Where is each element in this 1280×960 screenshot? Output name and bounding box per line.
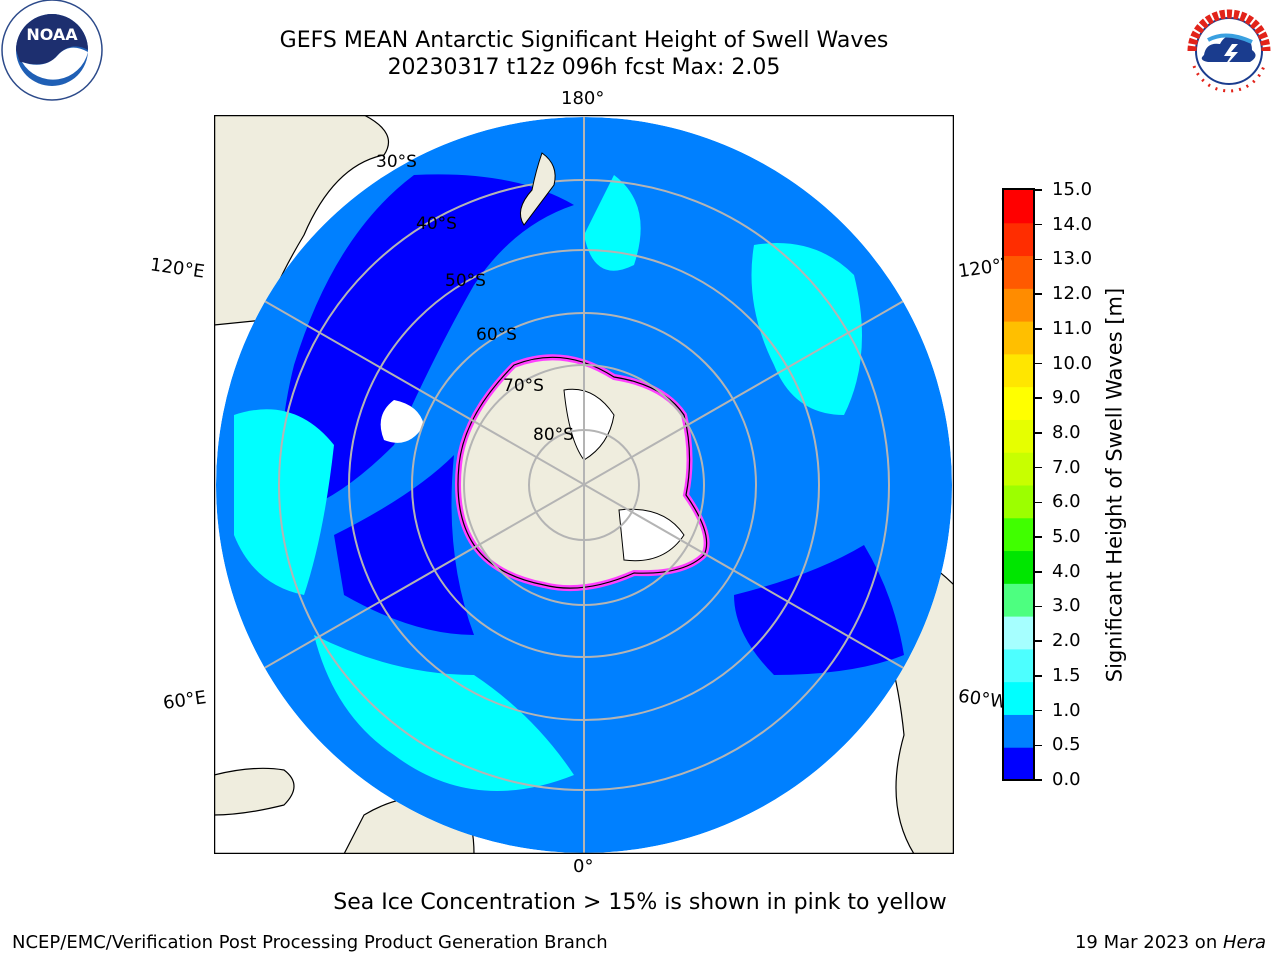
colorbar-tick-label: 3.0: [1052, 595, 1081, 617]
colorbar-tick-label: 0.5: [1052, 734, 1081, 756]
nws-logo: [1182, 4, 1276, 98]
colorbar-tick-mark: [1035, 640, 1042, 642]
colorbar-cell: [1004, 550, 1034, 584]
colorbar-tick-mark: [1035, 362, 1042, 365]
colorbar-cell: [1004, 517, 1034, 552]
colorbar-tick-label: 6.0: [1052, 491, 1081, 513]
colorbar-tick-mark: [1035, 432, 1042, 434]
lat-label-30s: 30°S: [376, 152, 417, 172]
swell-band-high-north: [584, 175, 641, 271]
map-subtitle: 20230317 t12z 096h fcst Max: 2.05: [387, 55, 781, 80]
lat-label-50s: 50°S: [445, 271, 486, 291]
colorbar-tick-label: 14.0: [1052, 213, 1093, 235]
sea-ice-patch: [380, 400, 424, 443]
madagascar-land: [214, 767, 295, 816]
lon-label-60e: 60°E: [161, 687, 208, 714]
colorbar-tick-label: 1.0: [1052, 699, 1081, 721]
colorbar-tick-label: 10.0: [1052, 352, 1093, 374]
colorbar-tick-mark: [1035, 744, 1042, 747]
colorbar-tick-mark: [1035, 709, 1042, 712]
colorbar-tick-mark: [1035, 328, 1042, 330]
colorbar-tick-label: 9.0: [1052, 387, 1081, 409]
colorbar-cell: [1004, 190, 1034, 224]
colorbar-tick-label: 11.0: [1052, 317, 1093, 339]
lat-label-80s: 80°S: [533, 425, 574, 445]
colorbar-cell: [1004, 386, 1034, 420]
footer-system: Hera: [1222, 932, 1266, 953]
colorbar-cell: [1004, 288, 1034, 322]
colorbar-cell: [1004, 747, 1034, 781]
swell-band-low-east: [734, 545, 904, 675]
colorbar-tick-mark: [1035, 605, 1042, 608]
ross-ice-shelf: [563, 388, 615, 461]
lat-label-60s: 60°S: [476, 325, 517, 345]
swell-band-low-west: [280, 174, 574, 515]
colorbar-tick-mark: [1035, 779, 1042, 781]
graticule: [216, 117, 952, 853]
colorbar-cell: [1004, 321, 1034, 355]
colorbar-cell: [1004, 419, 1034, 453]
colorbar-frame: [1002, 188, 1035, 781]
colorbar: [1002, 188, 1035, 781]
lon-label-0: 0°: [573, 856, 594, 877]
footer-date: 19 Mar 2023 on Hera: [1075, 932, 1266, 953]
colorbar-tick-mark: [1035, 501, 1042, 504]
colorbar-tick-mark: [1035, 466, 1042, 469]
swell-band-high-south: [314, 635, 574, 791]
noaa-logo: NOAA: [1, 0, 103, 101]
colorbar-label: Significant Height of Swell Waves [m]: [1102, 287, 1127, 683]
colorbar-tick-label: 2.0: [1052, 630, 1081, 652]
colorbar-tick-mark: [1035, 189, 1042, 191]
colorbar-cell: [1004, 681, 1034, 715]
new-zealand-land: [519, 152, 556, 226]
colorbar-cell: [1004, 452, 1034, 486]
map-title: GEFS MEAN Antarctic Significant Height o…: [279, 28, 889, 53]
colorbar-cell: [1004, 583, 1034, 617]
colorbar-tick-label: 5.0: [1052, 526, 1081, 548]
colorbar-cell: [1004, 222, 1034, 257]
colorbar-tick-label: 4.0: [1052, 560, 1081, 582]
lat-label-40s: 40°S: [416, 214, 457, 234]
colorbar-tick-mark: [1035, 397, 1042, 399]
lat-label-70s: 70°S: [503, 376, 544, 396]
colorbar-tick-label: 12.0: [1052, 283, 1093, 305]
colorbar-tick-label: 15.0: [1052, 179, 1093, 200]
footer-date-text: 19 Mar 2023 on: [1074, 932, 1223, 953]
noaa-logo-text: NOAA: [26, 25, 78, 44]
colorbar-tick-label: 7.0: [1052, 456, 1081, 478]
swell-band-high-west: [234, 409, 334, 595]
colorbar-tick-mark: [1035, 223, 1042, 226]
swell-band-low-southwest: [334, 455, 474, 635]
colorbar-tick-label: 0.0: [1052, 769, 1081, 790]
polar-map: [214, 115, 954, 854]
colorbar-cell: [1004, 714, 1034, 748]
colorbar-tick-mark: [1035, 258, 1042, 261]
colorbar-cell: [1004, 648, 1034, 683]
colorbar-tick-mark: [1035, 675, 1042, 677]
colorbar-cell: [1004, 616, 1034, 650]
map-frame: [214, 115, 954, 854]
colorbar-cell: [1004, 353, 1034, 388]
colorbar-tick-mark: [1035, 536, 1042, 538]
colorbar-cell: [1004, 255, 1034, 289]
colorbar-tick-label: 13.0: [1052, 248, 1093, 270]
weddell-ice-shelf: [618, 508, 685, 562]
lon-label-180: 180°: [561, 88, 605, 109]
colorbar-tick-mark: [1035, 293, 1042, 295]
colorbar-tick-label: 1.5: [1052, 664, 1081, 686]
colorbar-tick-label: 8.0: [1052, 421, 1081, 443]
colorbar-cell: [1004, 485, 1034, 519]
sea-ice-note: Sea Ice Concentration > 15% is shown in …: [333, 890, 947, 915]
footer-credit: NCEP/EMC/Verification Post Processing Pr…: [12, 932, 608, 953]
lon-label-120e: 120°E: [148, 254, 206, 283]
colorbar-tick-mark: [1035, 571, 1042, 573]
